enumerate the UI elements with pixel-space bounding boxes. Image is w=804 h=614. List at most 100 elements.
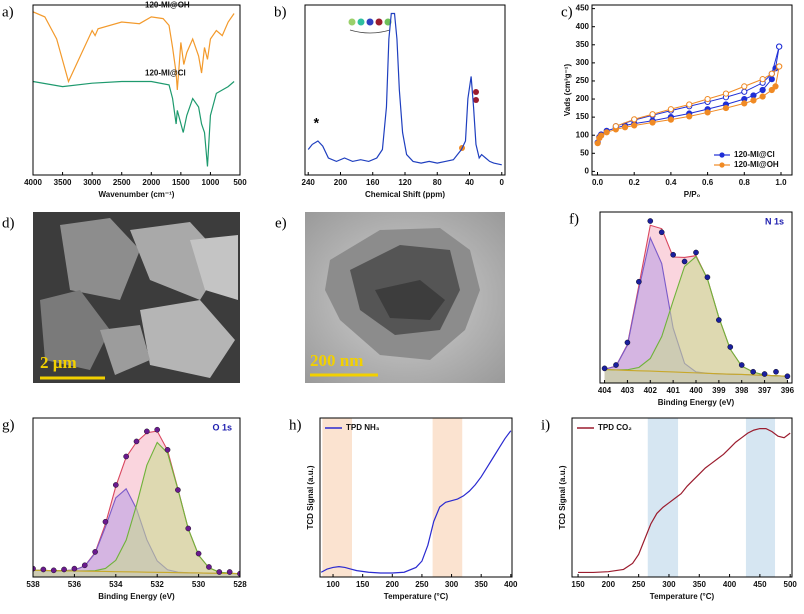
raw-data-point (636, 278, 642, 285)
raw-data-point (195, 550, 202, 557)
isotherm-point (768, 70, 775, 77)
x-axis-title: P/P₀ (684, 190, 701, 199)
isotherm-point (667, 106, 674, 113)
x-tick-label: 250 (632, 580, 646, 589)
y-tick-label: 450 (576, 4, 590, 13)
raw-data-point (50, 567, 57, 574)
y-tick-label: 50 (580, 148, 589, 157)
x-tick-label: 400 (723, 580, 737, 589)
panel-label: f) (569, 211, 579, 227)
isotherm-point (768, 86, 775, 94)
isotherm-point (776, 43, 783, 50)
raw-data-point (154, 426, 160, 433)
isotherm-point (704, 95, 711, 103)
isotherm-point (768, 76, 775, 83)
raw-data-point (33, 565, 36, 572)
isotherm-point (722, 104, 730, 112)
legend-label: 120-MI@OH (734, 160, 779, 169)
x-tick-label: 300 (445, 580, 459, 589)
raw-data-point (81, 562, 88, 569)
x-axis-title: Temperature (°C) (384, 592, 449, 601)
x-tick-label: 250 (415, 580, 429, 589)
x-tick-label: 0.8 (739, 178, 751, 187)
x-tick-label: 1.0 (775, 178, 787, 187)
isotherm-point (750, 92, 757, 99)
plot-area (33, 426, 240, 577)
x-tick-label: 399 (712, 386, 726, 395)
x-tick-label: 500 (784, 580, 798, 589)
raw-data-point (133, 438, 140, 445)
raw-data-point (681, 258, 688, 265)
x-tick-label: 400 (689, 386, 703, 395)
annotation: * (314, 115, 320, 131)
x-axis-title: Binding Energy (eV) (658, 398, 735, 407)
fit-area (33, 442, 240, 577)
x-tick-label: 530 (192, 580, 206, 589)
highlight-band (432, 418, 463, 577)
raw-data-point (216, 569, 223, 575)
fit-line (604, 255, 788, 377)
y-tick-label: 0 (585, 166, 590, 175)
raw-data-point (761, 371, 768, 377)
x-tick-label: 120 (398, 178, 412, 187)
x-tick-label: 0.4 (665, 178, 677, 187)
x-tick-label: 200 (334, 178, 348, 187)
highlight-band (322, 418, 352, 577)
raw-data-point (784, 373, 791, 380)
isotherm-point (741, 88, 748, 95)
isotherm-point (594, 140, 601, 147)
series-line (33, 11, 235, 91)
isotherm-point (621, 124, 629, 131)
raw-data-point (144, 428, 150, 435)
x-tick-label: 538 (26, 580, 40, 589)
legend-label: TPD CO₂ (598, 423, 632, 432)
y-tick-label: 250 (576, 76, 590, 85)
isotherm-point (686, 101, 693, 108)
panel-label: g) (2, 417, 15, 433)
tem-image (305, 212, 505, 383)
x-axis-title: Binding Energy (eV) (98, 592, 175, 601)
raw-data-point (40, 566, 47, 573)
x-tick-label: 404 (598, 386, 612, 395)
raw-data-point (164, 446, 171, 453)
legend-label: TPD NH₃ (346, 423, 380, 432)
series-label: 120-MI@Cl (145, 69, 186, 78)
raw-data-point (123, 453, 129, 460)
raw-data-point (624, 339, 631, 346)
series-line (33, 80, 235, 167)
x-tick-label: 450 (753, 580, 767, 589)
raw-data-point (102, 518, 109, 525)
y-tick-label: 150 (576, 112, 590, 121)
plot-frame (571, 417, 793, 578)
x-tick-label: 150 (571, 580, 585, 589)
plot-frame (32, 4, 241, 176)
panel-label: e) (275, 215, 287, 231)
panel-label: i) (541, 417, 550, 433)
raw-data-point (226, 569, 233, 575)
raw-data-point (750, 368, 756, 375)
isotherm-point (772, 83, 779, 90)
x-tick-label: 402 (644, 386, 658, 395)
x-tick-label: 0.2 (629, 178, 641, 187)
isotherm-point (603, 129, 610, 136)
isotherm-point (631, 122, 638, 129)
x-tick-label: 0.6 (702, 178, 714, 187)
raw-data-point (71, 565, 78, 572)
plot-area (601, 218, 791, 383)
plot-frame (591, 4, 793, 176)
raw-data-point (670, 251, 676, 258)
x-tick-label: 401 (666, 386, 680, 395)
raw-data-point (185, 525, 192, 532)
plot-area (307, 12, 502, 166)
structure-markers (348, 18, 479, 151)
panel-label: a) (2, 4, 14, 20)
raw-data-point (613, 362, 619, 368)
raw-data-point (92, 549, 98, 555)
series-line (307, 12, 502, 166)
x-tick-label: 396 (781, 386, 795, 395)
x-tick-label: 534 (109, 580, 123, 589)
panel-label: c) (561, 4, 573, 20)
raw-data-point (693, 249, 699, 256)
isotherm-point (759, 86, 766, 94)
y-axis-title: TCD Signal (a.u.) (306, 465, 315, 529)
